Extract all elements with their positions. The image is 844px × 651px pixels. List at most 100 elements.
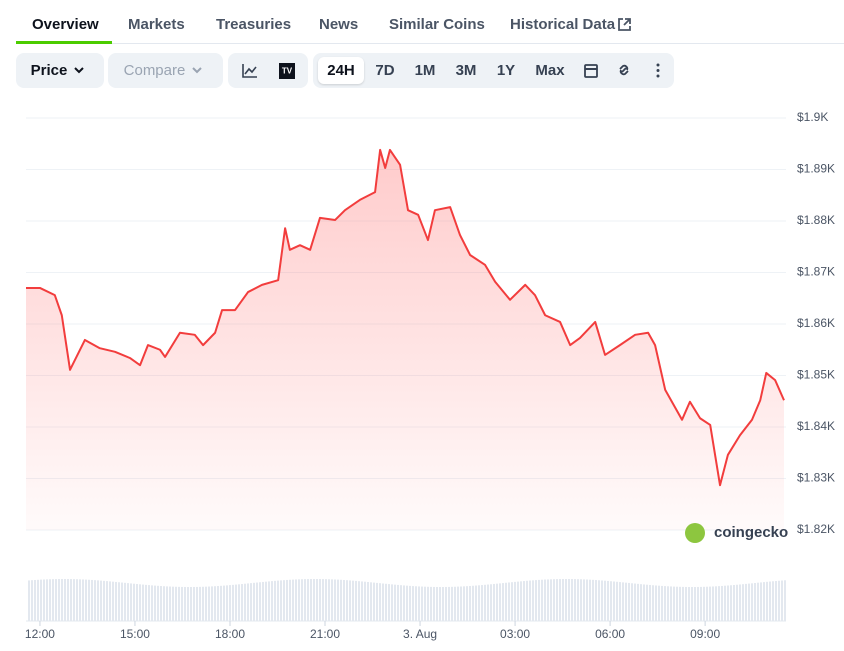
y-tick-label: $1.84K	[797, 419, 835, 433]
tab[interactable]: Treasuries	[216, 16, 292, 33]
volume-bar	[766, 581, 768, 621]
volume-bar	[622, 582, 624, 621]
volume-bar	[40, 579, 42, 621]
tab[interactable]: Historical Data	[510, 16, 616, 33]
tool-icons[interactable]	[578, 57, 670, 84]
volume-bar	[577, 579, 579, 621]
volume-bar	[583, 579, 585, 621]
volume-bar	[247, 583, 249, 621]
volume-bar	[97, 580, 99, 621]
volume-bar	[334, 579, 336, 621]
volume-bar	[424, 586, 426, 621]
volume-bar	[370, 582, 372, 621]
volume-bar	[493, 583, 495, 621]
volume-bar	[28, 580, 30, 621]
volume-bar	[367, 582, 369, 621]
volume-bar	[304, 579, 306, 621]
volume-bar	[67, 579, 69, 621]
volume-bar	[469, 585, 471, 621]
volume-bar	[139, 584, 141, 621]
volume-bar	[214, 586, 216, 621]
volume-bar	[103, 580, 105, 621]
volume-bar	[310, 579, 312, 621]
volume-bar	[340, 579, 342, 621]
y-tick-label: $1.89K	[797, 162, 835, 176]
volume-bar	[253, 582, 255, 621]
price-button[interactable]: Price	[16, 53, 104, 88]
volume-bar	[703, 586, 705, 621]
tab[interactable]: Markets	[128, 16, 185, 33]
volume-bar	[286, 579, 288, 621]
volume-bar	[595, 580, 597, 621]
volume-bar	[694, 586, 696, 621]
volume-bar	[436, 586, 438, 621]
volume-bar	[592, 579, 594, 621]
volume-bar	[487, 584, 489, 621]
x-tick-label: 09:00	[690, 627, 720, 641]
volume-bar	[727, 585, 729, 621]
volume-bar	[508, 582, 510, 621]
volume-bar	[586, 579, 588, 621]
volume-bar	[652, 585, 654, 621]
volume-bar	[634, 583, 636, 621]
volume-bar	[736, 584, 738, 621]
volume-bar	[358, 581, 360, 621]
y-tick-label: $1.86K	[797, 316, 835, 330]
volume-bar	[679, 586, 681, 621]
volume-bar	[307, 579, 309, 621]
volume-bar	[721, 585, 723, 621]
volume-bar	[64, 579, 66, 621]
x-tick-label: 3. Aug	[403, 627, 437, 641]
volume-bar	[730, 585, 732, 621]
svg-text:TV: TV	[282, 67, 293, 76]
volume-bar	[610, 581, 612, 621]
range-button[interactable]: 1Y	[496, 62, 516, 79]
volume-bar	[556, 579, 558, 621]
label: Price	[30, 62, 68, 79]
volume-bar	[229, 585, 231, 621]
volume-bar	[397, 584, 399, 621]
compare-button[interactable]: Compare	[108, 53, 223, 88]
volume-bar	[85, 579, 87, 621]
volume-bar	[151, 585, 153, 621]
volume-bar	[691, 587, 693, 621]
volume-bar	[328, 579, 330, 621]
range-button[interactable]: 24H	[318, 57, 364, 84]
volume-bar	[58, 579, 60, 621]
volume-bar	[439, 586, 441, 621]
volume-bar	[325, 579, 327, 621]
volume-bar	[460, 586, 462, 621]
volume-bar	[298, 579, 300, 621]
range-button[interactable]: 1M	[414, 62, 436, 79]
volume-bar	[232, 584, 234, 621]
volume-bar	[784, 580, 786, 621]
volume-bar	[250, 583, 252, 621]
volume-bar	[463, 586, 465, 621]
volume-bar	[337, 579, 339, 621]
tab[interactable]: Overview	[32, 16, 99, 33]
range-button[interactable]: 7D	[375, 62, 395, 79]
volume-bar	[640, 584, 642, 621]
range-button[interactable]: 3M	[455, 62, 477, 79]
volume-bar	[631, 583, 633, 621]
chart-type-icons[interactable]: TV	[228, 53, 308, 88]
volume-bar	[478, 585, 480, 621]
tab[interactable]: News	[319, 16, 359, 33]
volume-bar	[589, 579, 591, 621]
volume-bar	[259, 582, 261, 621]
tab[interactable]: Similar Coins	[389, 16, 485, 33]
volume-bar	[235, 584, 237, 621]
volume-bar	[220, 585, 222, 621]
volume-bar	[217, 586, 219, 621]
volume-bar	[244, 583, 246, 621]
volume-bar	[778, 580, 780, 621]
range-button[interactable]: Max	[535, 62, 565, 79]
volume-bar	[565, 579, 567, 621]
volume-bar	[496, 583, 498, 621]
volume-bar	[562, 579, 564, 621]
volume-bar	[166, 586, 168, 621]
volume-bar	[313, 579, 315, 621]
volume-bar	[466, 586, 468, 621]
volume-bar	[673, 586, 675, 621]
volume-bar	[748, 583, 750, 621]
